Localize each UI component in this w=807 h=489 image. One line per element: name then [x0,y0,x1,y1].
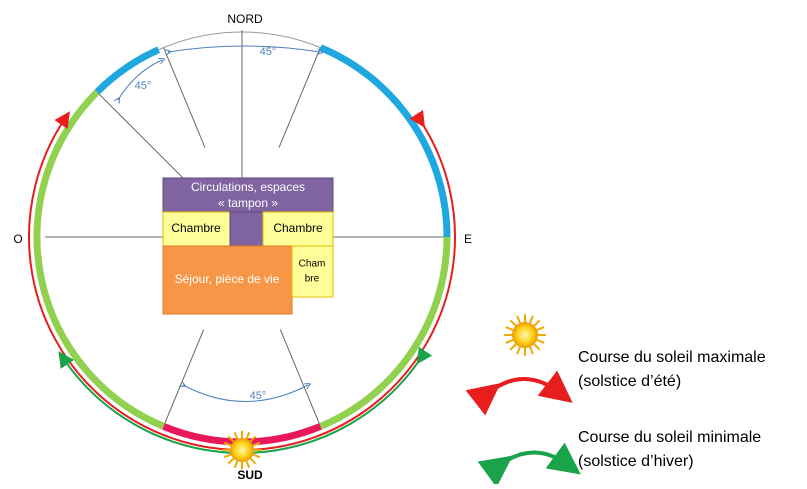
sun-disc [230,438,254,462]
sun-ray [505,339,514,344]
sun-ray [233,460,239,469]
room-label: Séjour, pièce de vie [175,272,280,286]
room-label: Chambre [273,221,323,235]
north-label: NORD [227,12,263,26]
winter-arrow [477,442,581,488]
sun-ray [233,431,239,440]
sun-ray [249,457,257,465]
sector-line [278,47,321,148]
legend-subtitle: (solstice d’hiver) [578,453,694,470]
sun-ray [533,319,541,327]
east-label: E [464,232,472,246]
sun-ray [516,346,521,355]
sector-line [163,329,205,427]
legend-title: Course du soleil minimale [578,429,761,446]
sun-icon [222,430,262,470]
living-room [162,245,293,315]
sun-ray [529,346,534,355]
angle-arrow [168,45,320,52]
bedroom-small [291,245,334,298]
sun-ray [223,453,232,459]
corridor [229,211,264,247]
west-label: O [13,232,22,246]
orientation-arc [33,89,165,430]
sun-ray [249,435,257,443]
sun-ray [252,453,261,459]
room-label: Cham [299,259,326,270]
sun-ray [252,441,261,447]
sector-line [279,329,321,427]
circulation-room [162,177,334,213]
sun-ray [529,315,534,324]
sun-icon [504,314,546,356]
room-label: « tampon » [218,196,278,210]
room-label: Chambre [171,221,221,235]
orientation-arc [319,236,451,430]
sector-line [96,91,187,182]
sun-ray [533,343,541,351]
angle-arrow [118,60,162,100]
angle-label: 45° [135,80,152,92]
sun-ray [227,435,235,443]
angle-label: 45° [250,390,267,402]
room-label: bre [305,274,320,285]
sector-line [163,47,206,148]
summer-arrow [465,370,573,416]
sun-ray [505,326,514,331]
sun-ray [245,431,251,440]
orientation-arc [319,44,451,238]
sun-ray [509,319,517,327]
south-label: SUD [237,468,263,482]
legend-title: Course du soleil maximale [578,349,766,366]
sun-ray [509,343,517,351]
bedroom-right [262,211,334,247]
sun-ray [245,460,251,469]
legend-subtitle: (solstice d’été) [578,373,681,390]
sun-disc [512,322,538,348]
angle-arrow [183,385,308,402]
angle-label: 45° [260,46,277,58]
room-label: Circulations, espaces [191,180,305,194]
sun-ray [223,441,232,447]
sun-ray [536,339,545,344]
sun-ray [536,326,545,331]
bedroom-left [162,211,231,247]
sun-ray [516,315,521,324]
sun-ray [227,457,235,465]
